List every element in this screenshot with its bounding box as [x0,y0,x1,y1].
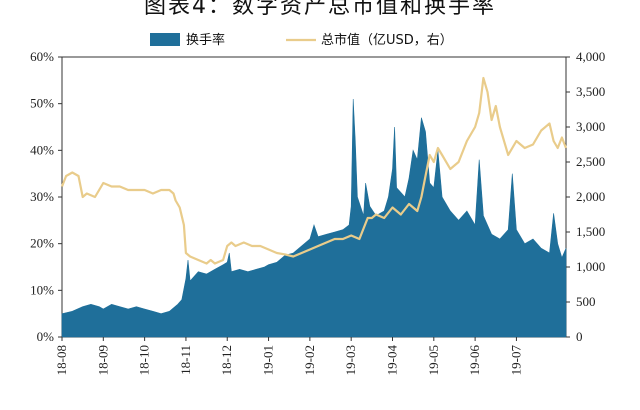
x-tick-label: 19-01 [261,345,276,375]
x-tick-label: 18-09 [95,345,110,375]
left-tick-label: 40% [30,142,54,157]
x-tick-label: 18-08 [54,345,69,375]
footer-strip [0,396,640,410]
right-tick-label: 1,000 [576,259,605,274]
left-tick-label: 50% [30,96,54,111]
right-tick-label: 3,500 [576,84,605,99]
right-tick-label: 1,500 [576,224,605,239]
right-tick-label: 0 [576,329,583,344]
right-tick-label: 2,500 [576,154,605,169]
x-tick-label: 19-07 [508,345,523,376]
x-tick-label: 19-04 [384,345,399,376]
chart-title: 图表4：数字资产总市值和换手率 [144,0,496,19]
x-tick-label: 19-06 [467,345,482,376]
legend-line-label: 总市值（亿USD，右） [321,32,453,48]
right-tick-label: 3,000 [576,119,605,134]
legend-bar-label: 换手率 [186,32,225,48]
left-tick-label: 60% [30,49,54,64]
left-tick-label: 20% [30,236,54,251]
left-tick-label: 10% [30,282,54,297]
legend-bar-swatch [150,33,180,46]
x-tick-label: 19-02 [302,345,317,375]
market-cap-line [60,76,568,265]
x-tick-label: 18-12 [219,345,234,375]
x-tick-label: 19-03 [343,345,358,375]
x-tick-label: 19-05 [426,345,441,375]
left-tick-label: 0% [37,329,55,344]
turnover-bars [61,98,567,338]
left-tick-label: 30% [30,189,54,204]
right-tick-label: 4,000 [576,49,605,64]
right-tick-label: 500 [576,294,596,309]
right-tick-label: 2,000 [576,189,605,204]
x-tick-label: 18-11 [178,345,193,375]
x-tick-label: 18-10 [137,345,152,375]
